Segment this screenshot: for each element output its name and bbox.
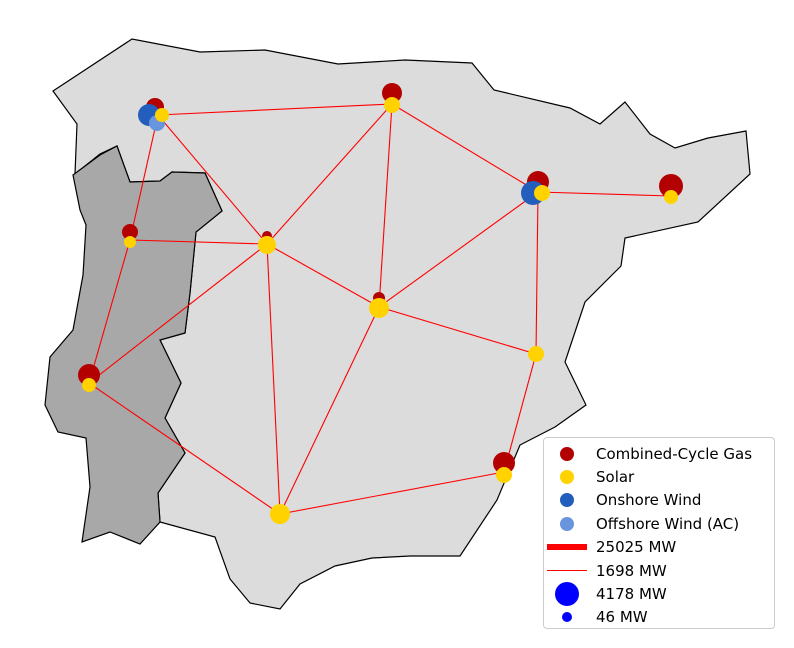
transmission-lines: [88, 103, 672, 515]
legend: Combined-Cycle Gas Solar Onshore Wind Of…: [543, 437, 775, 629]
thin-line-icon: [547, 570, 587, 572]
offshore-wind-marker-icon: [560, 516, 574, 531]
bus-marker-combined-cycle-gas: [78, 364, 100, 386]
bus-marker-combined-cycle-gas: [122, 224, 138, 240]
line-seville-murcia: [279, 471, 505, 515]
bus-marker-combined-cycle-gas: [659, 174, 683, 198]
line-madrid-valencia: [378, 306, 537, 355]
line-catalonia-madrid: [378, 191, 539, 308]
bus-marker-solar: [258, 236, 276, 254]
gas-marker-icon: [560, 446, 574, 461]
line-madrid-seville: [279, 306, 380, 515]
legend-label: 46 MW: [596, 608, 648, 627]
bus-marker-solar: [528, 346, 544, 362]
legend-entry-offshore-wind: Offshore Wind (AC): [544, 512, 774, 535]
bus-marker-solar: [664, 190, 678, 204]
legend-label: 4178 MW: [596, 585, 667, 604]
line-porto-castille: [129, 239, 268, 245]
line-castille-seville: [266, 243, 281, 515]
line-galicia-castille: [157, 114, 268, 245]
line-catalonia-lleida: [537, 191, 672, 197]
legend-label: Combined-Cycle Gas: [596, 444, 753, 463]
line-catalonia-valencia: [535, 191, 539, 355]
small-bus-icon: [562, 612, 572, 623]
line-lisbon-seville: [88, 382, 281, 515]
thick-line-icon: [547, 544, 587, 551]
line-valencia-murcia: [503, 353, 537, 473]
legend-label: Solar: [596, 468, 635, 487]
bus-marker-solar: [155, 108, 169, 122]
legend-entry-line-small: 1698 MW: [544, 559, 774, 582]
legend-entry-bus-small: 46 MW: [544, 606, 774, 629]
bus-marker-solar: [534, 185, 550, 201]
bus-marker-solar: [496, 467, 512, 483]
bus-marker-solar: [82, 378, 96, 392]
bus-marker-solar: [124, 236, 136, 248]
legend-entry-gas: Combined-Cycle Gas: [544, 442, 774, 465]
line-castille-lisbon: [88, 243, 268, 384]
legend-label: 25025 MW: [596, 538, 677, 557]
legend-entry-onshore-wind: Onshore Wind: [544, 489, 774, 512]
bus-markers: [78, 83, 683, 524]
bus-marker-combined-cycle-gas: [382, 83, 402, 103]
line-leon-castille: [266, 103, 393, 245]
solar-marker-icon: [560, 470, 574, 485]
legend-entry-bus-large: 4178 MW: [544, 582, 774, 607]
legend-label: 1698 MW: [596, 561, 667, 580]
line-galicia-porto: [129, 114, 159, 241]
large-bus-icon: [555, 582, 579, 607]
line-castille-madrid: [266, 243, 380, 308]
legend-label: Onshore Wind: [596, 491, 702, 510]
line-galicia-leon: [157, 103, 393, 116]
line-leon-catalonia: [391, 103, 539, 193]
bus-marker-solar: [384, 97, 400, 113]
onshore-wind-marker-icon: [560, 493, 574, 508]
legend-entry-line-large: 25025 MW: [544, 536, 774, 559]
line-leon-madrid: [378, 103, 393, 308]
bus-marker-solar: [369, 298, 389, 318]
legend-entry-solar: Solar: [544, 465, 774, 488]
bus-marker-combined-cycle-gas: [493, 452, 515, 474]
line-porto-lisbon: [88, 239, 131, 384]
bus-marker-solar: [270, 504, 290, 524]
legend-label: Offshore Wind (AC): [596, 514, 740, 533]
